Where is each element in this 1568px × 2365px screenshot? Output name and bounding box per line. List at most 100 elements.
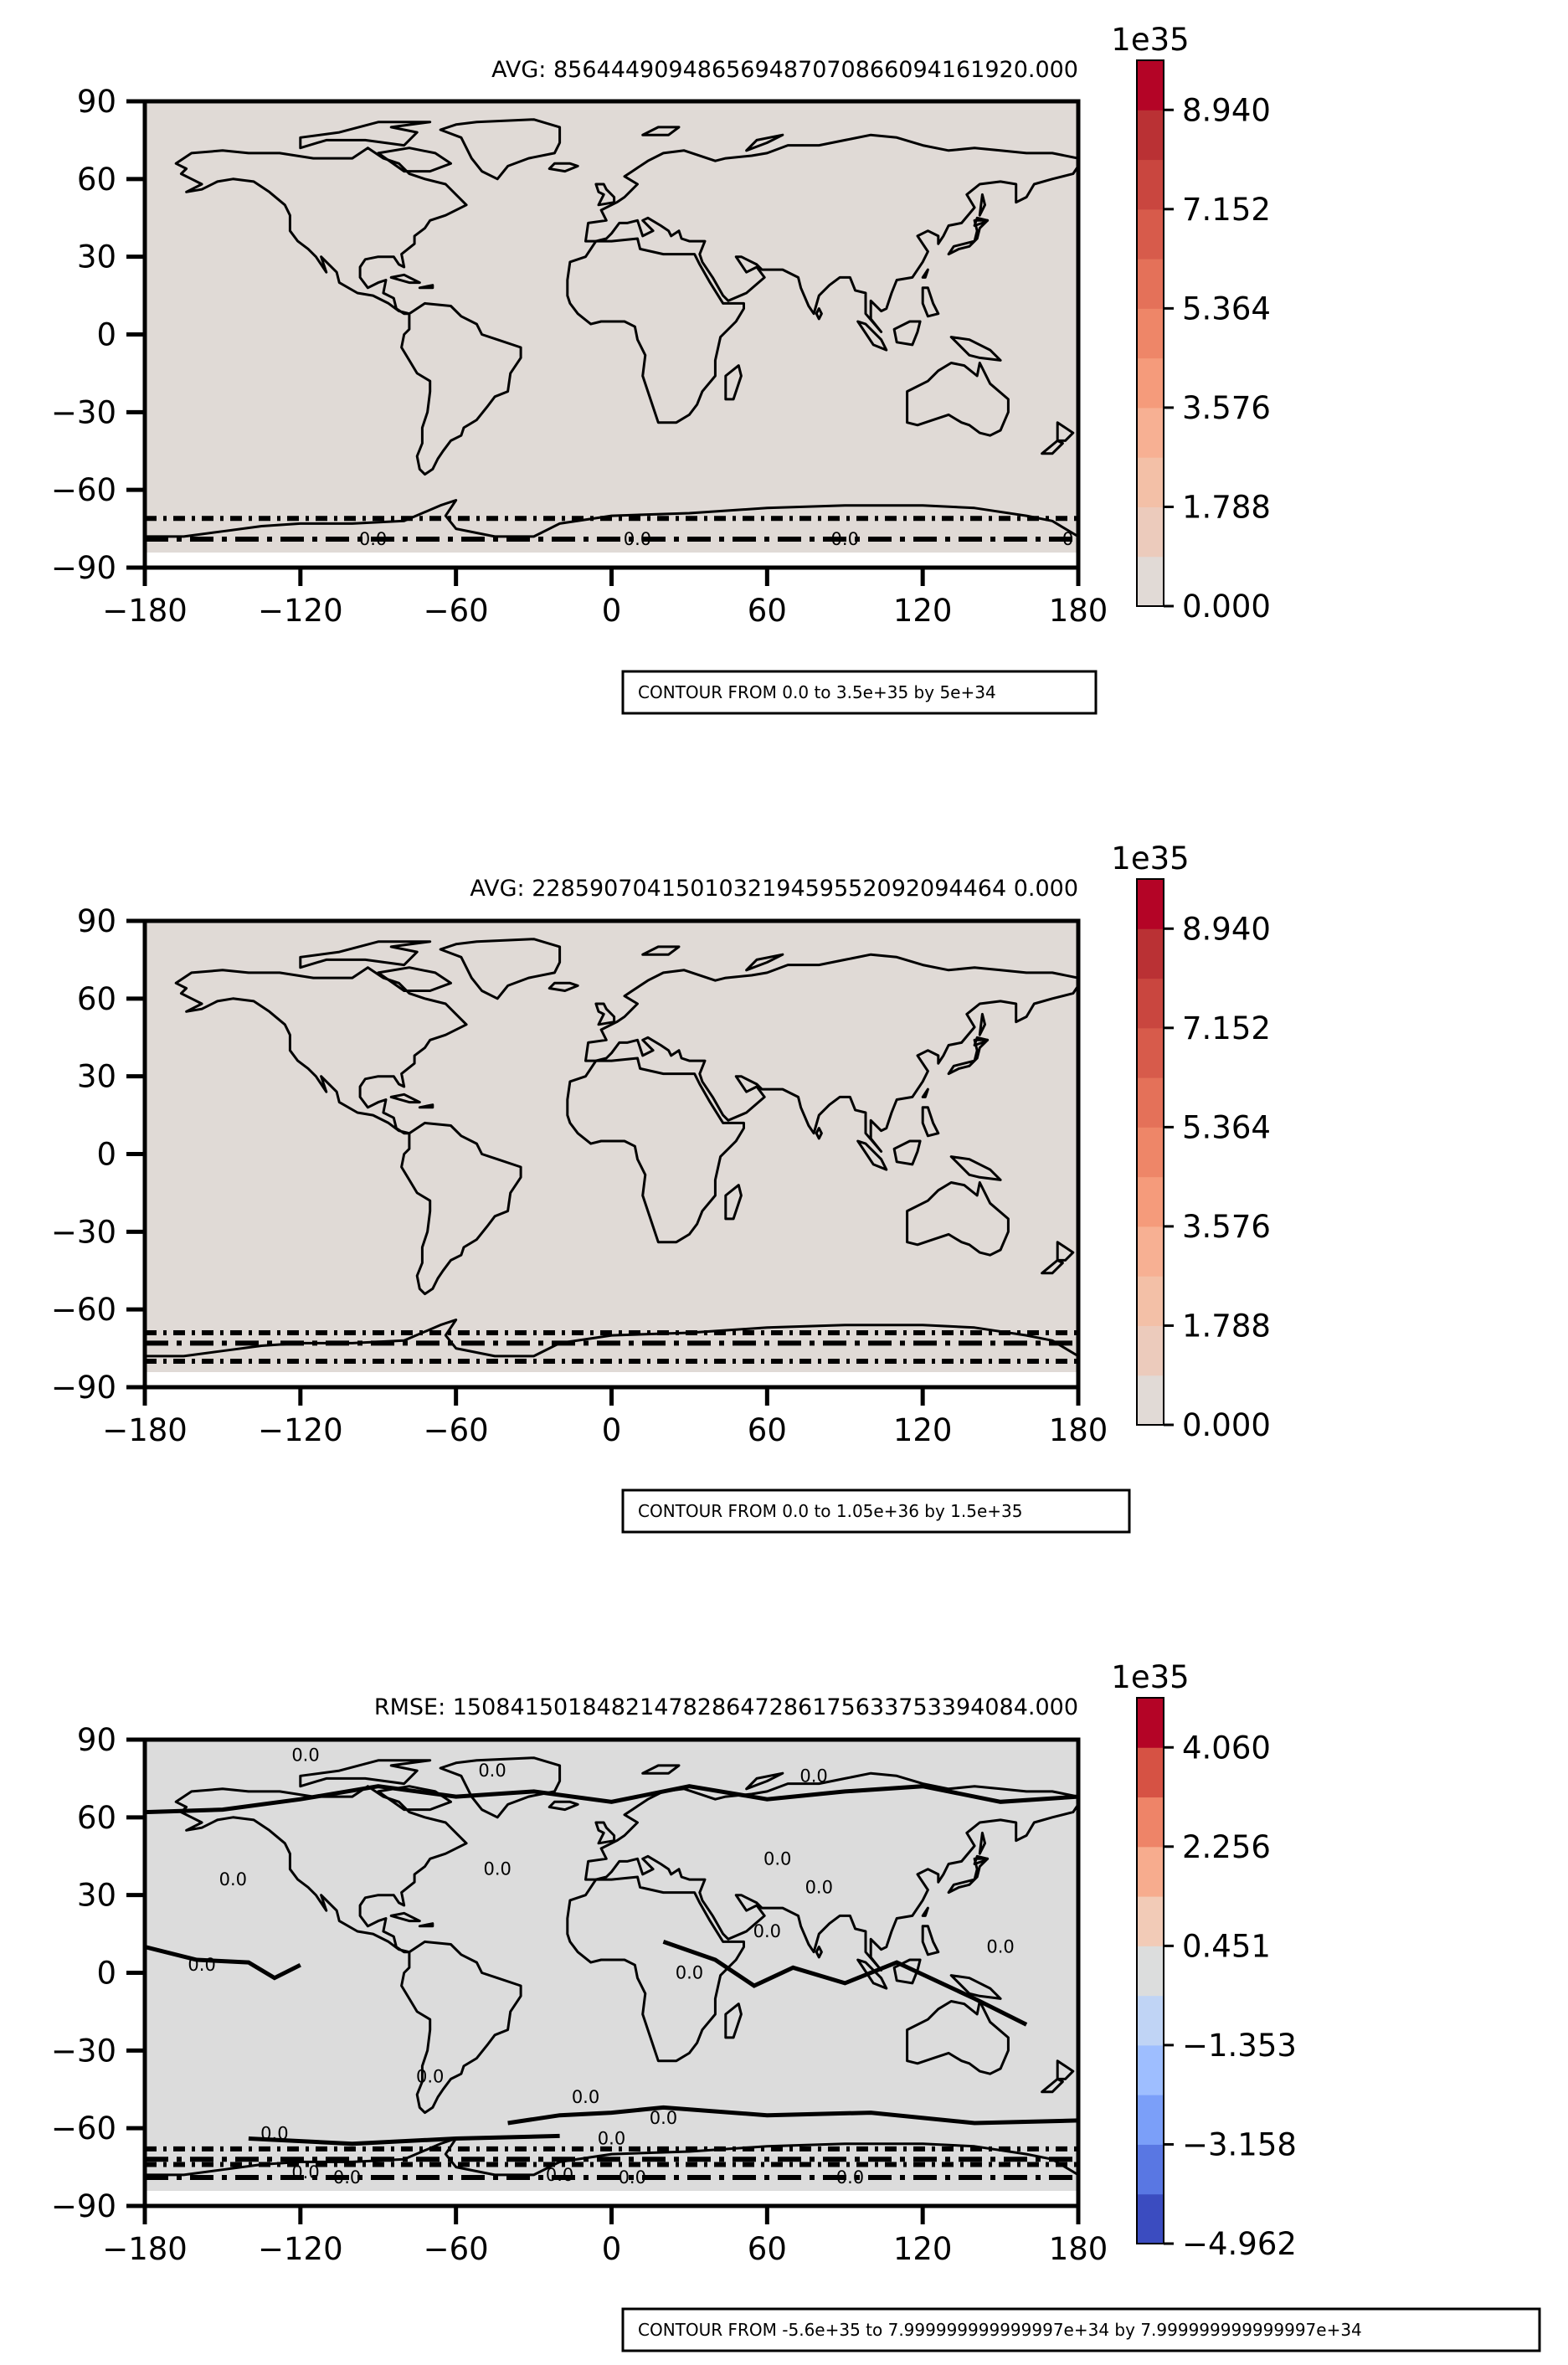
coastlines [145, 938, 1078, 1365]
coastline-iceland [548, 1800, 579, 1812]
colorbar-frame [1136, 59, 1164, 607]
colorbar-segment [1137, 1375, 1164, 1426]
contour-info-text: CONTOUR FROM -5.6e+35 to 7.9999999999999… [638, 2320, 1362, 2340]
colorbar-tick-label: 7.152 [1182, 192, 1271, 228]
colorbar-segment [1137, 1027, 1164, 1078]
x-tick-label: 180 [1049, 2231, 1108, 2267]
colorbar-segment [1137, 1077, 1164, 1128]
colorbar-tick-label: 2.256 [1182, 1829, 1271, 1865]
colorbar-exponent: 1e35 [1111, 1659, 1189, 1695]
y-tick-label: 60 [77, 162, 116, 198]
x-tick-label: 0 [602, 1412, 622, 1448]
coastline-australia [906, 2000, 1010, 2075]
colorbar-segment [1137, 556, 1164, 607]
colorbar-segment [1137, 110, 1164, 161]
coastline-northAmerica [174, 147, 468, 316]
coastline-taiwan [921, 1906, 929, 1917]
y-tick-label: 60 [77, 981, 116, 1017]
coastline-hispaniola [418, 1922, 434, 1928]
coastlines [145, 1756, 1078, 2180]
colorbar-segment [1137, 208, 1164, 260]
coastlines [145, 118, 1078, 542]
contour-label: 0.0 [484, 1859, 512, 1879]
contour-line [145, 1784, 1078, 1815]
contour-label: 0.0 [188, 1955, 215, 1975]
coastline-africa [566, 237, 745, 424]
coastline-britain [594, 183, 616, 207]
x-tick-label: −60 [424, 2231, 489, 2267]
coastline-northAmerica [174, 966, 468, 1135]
coastline-newZealand [1056, 421, 1075, 442]
contour-line [248, 2133, 560, 2146]
coastline-newGuinea [949, 1974, 1002, 2000]
colorbar-tick-label: 3.576 [1182, 1209, 1271, 1245]
contour-label: 0.0 [260, 2123, 288, 2143]
contour-label: 0.0 [763, 1848, 791, 1869]
x-tick-label: −120 [258, 2231, 343, 2267]
contour-label: 0.0 [676, 1963, 703, 1983]
colorbar-segment [1137, 457, 1164, 507]
coastline-baffin [377, 1785, 452, 1812]
coastline-sumatra [856, 1139, 888, 1171]
contour-label: 0.0 [291, 1745, 319, 1766]
coastline-newGuinea [949, 336, 1002, 362]
y-tick-label: 60 [77, 1800, 116, 1836]
coastline-nzSouth [1041, 439, 1064, 455]
coastline-hispaniola [418, 1103, 434, 1109]
colorbar-tick-label: −4.962 [1182, 2226, 1297, 2262]
colorbar-segment [1137, 2193, 1164, 2244]
contour-label: 0.0 [598, 2129, 625, 2149]
colorbar-tick-label: 7.152 [1182, 1010, 1271, 1046]
panel-title: AVG: 228590704150103219459552092094464 0… [470, 876, 1078, 902]
x-tick-label: 0 [602, 2231, 622, 2267]
colorbar-exponent: 1e35 [1111, 841, 1189, 877]
colorbar-segment [1137, 2095, 1164, 2145]
map-panel-3: 0.00.0 0.00.00.00.00.00.00.0 0.00.00.00.00… [51, 1659, 1541, 2352]
contour-label: 0.0 [831, 529, 859, 549]
colorbar-segment [1137, 1946, 1164, 1997]
coastline-cuba [389, 1093, 421, 1104]
y-tick-label: 30 [77, 239, 116, 275]
map-blank-south [145, 2191, 1078, 2206]
y-tick-label: 90 [77, 84, 116, 120]
colorbar-segment [1137, 928, 1164, 979]
x-tick-label: 120 [893, 2231, 953, 2267]
colorbar-tick-label: 5.364 [1182, 1109, 1271, 1145]
coastline-canadaIslands [299, 940, 432, 969]
x-tick-label: 60 [748, 2231, 787, 2267]
coastline-australia [906, 1181, 1010, 1257]
y-tick-label: −30 [51, 1214, 116, 1250]
colorbar-tick-label: 0.451 [1182, 1928, 1271, 1964]
coastline-australia [906, 362, 1010, 437]
colorbar-segment [1137, 308, 1164, 359]
coastline-sakhalin [978, 1831, 986, 1855]
coastline-madagascar [724, 2003, 743, 2039]
contour-line [662, 1940, 1028, 2027]
colorbar-tick-label: 8.940 [1182, 911, 1271, 947]
contour-label: 0.0 [619, 2167, 646, 2188]
y-tick-label: 90 [77, 1722, 116, 1758]
y-tick-label: −90 [51, 550, 116, 586]
coastline-iceland [548, 981, 579, 992]
coastline-novaya [745, 953, 784, 972]
colorbar-tick-label: 0.000 [1182, 1407, 1271, 1443]
colorbar-exponent: 1e35 [1111, 22, 1189, 58]
y-tick-label: −60 [51, 472, 116, 508]
coastline-japan [947, 219, 990, 256]
coastline-sriLanka [815, 307, 823, 321]
colorbar-segment [1137, 1995, 1164, 2046]
contour-label: 0.0 [416, 2066, 444, 2086]
contour-label: 0.0 [291, 2162, 319, 2182]
contour-info-text: CONTOUR FROM 0.0 to 3.5e+35 by 5e+34 [638, 682, 996, 702]
colorbar-tick-label: −3.158 [1182, 2126, 1297, 2162]
coastline-canadaIslands [299, 121, 432, 150]
coastline-greenland [439, 118, 562, 181]
x-tick-label: −60 [424, 593, 489, 629]
contour-label: 0.0 [805, 1877, 833, 1897]
coastline-madagascar [724, 1184, 743, 1221]
coastline-antarctica [145, 499, 1078, 538]
colorbar-segment [1137, 879, 1164, 929]
contour-label: 0.0 [359, 529, 387, 549]
coastline-svalbard [641, 126, 681, 136]
